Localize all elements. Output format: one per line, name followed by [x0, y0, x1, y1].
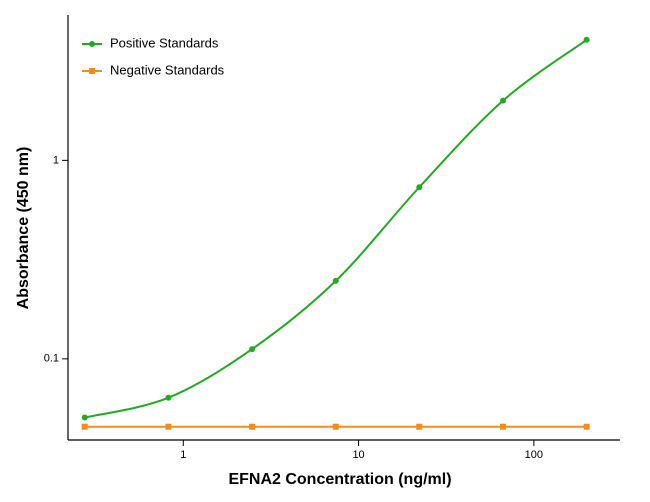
marker	[416, 423, 423, 430]
marker	[416, 184, 423, 191]
marker	[583, 36, 590, 43]
series-line	[84, 38, 588, 419]
y-tick-label: 1	[53, 154, 59, 166]
x-axis-title: EFNA2 Concentration (ng/ml)	[228, 471, 451, 488]
marker	[249, 423, 256, 430]
marker	[249, 346, 256, 353]
y-tick-label: 0.1	[44, 353, 59, 365]
marker	[332, 277, 339, 284]
x-tick-label: 10	[352, 449, 364, 461]
marker	[332, 423, 339, 430]
marker	[500, 97, 507, 104]
marker	[165, 423, 172, 430]
x-tick-label: 1	[180, 449, 186, 461]
legend-label: Negative Standards	[110, 62, 225, 77]
marker	[81, 414, 88, 421]
legend-marker	[89, 68, 95, 74]
x-tick-label: 100	[525, 449, 543, 461]
y-axis-title: Absorbance (450 nm)	[15, 147, 32, 310]
marker	[583, 423, 590, 430]
marker	[165, 394, 172, 401]
legend-label: Positive Standards	[110, 35, 219, 50]
legend-marker	[89, 41, 95, 47]
marker	[500, 423, 507, 430]
marker	[81, 423, 88, 430]
